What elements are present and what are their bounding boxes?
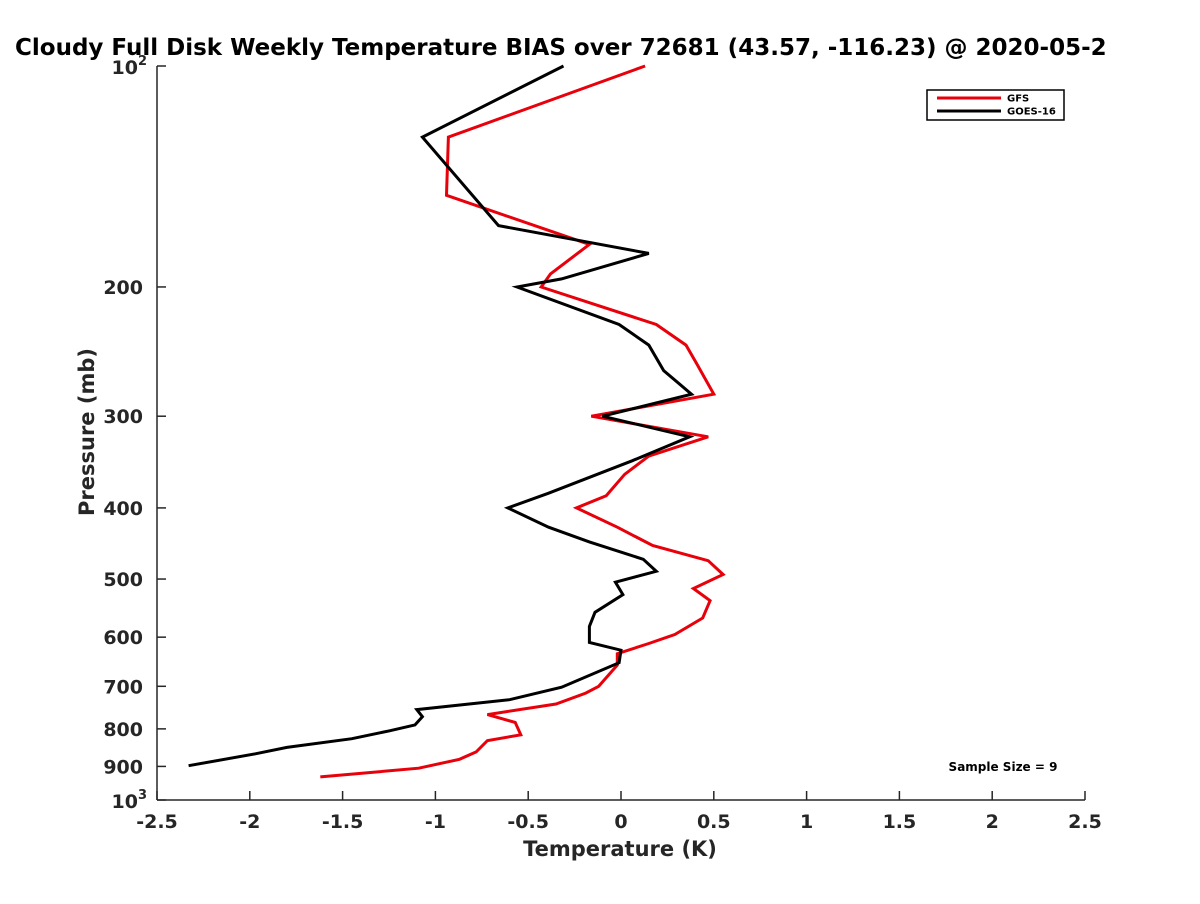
x-tick-label: -1.5 [322,811,364,833]
legend-label: GFS [1007,94,1029,105]
x-tick-label: 2.5 [1068,811,1102,833]
sample-size-annotation: Sample Size = 9 [949,760,1058,774]
y-tick-label: 900 [103,756,143,778]
y-tick-exponent: 3 [138,788,147,803]
series-lines [188,64,726,779]
y-tick-label: 800 [103,719,143,741]
x-tick-label: -1 [425,811,446,833]
x-tick-label: -2.5 [136,811,178,833]
y-tick-label: 400 [103,498,143,520]
axes: -2.5 -2 -1.5 -1 -0.5 0 0.5 1 1.5 2 2.510 2200300400… [103,54,1102,833]
y-tick-label: 10 [112,791,138,813]
y-tick-label: 300 [103,406,143,428]
chart-title: Cloudy Full Disk Weekly Temperature BIAS… [15,35,1107,61]
x-tick-label: -0.5 [507,811,549,833]
y-axis-label: Pressure (mb) [75,348,99,516]
y-tick-label: 600 [103,627,143,649]
series-line-goes-16 [188,64,695,768]
y-tick-label: 700 [103,676,143,698]
x-tick-label: 2 [986,811,999,833]
series-line-gfs [320,64,726,779]
legend-label: GOES-16 [1007,107,1056,118]
x-tick-label: 1 [800,811,813,833]
x-tick-label: 0 [614,811,627,833]
x-tick-label: 0.5 [697,811,731,833]
legend: GFS GOES-16 [926,89,1065,121]
x-tick-label: 1.5 [883,811,917,833]
y-tick-label: 200 [103,277,143,299]
y-tick-label: 500 [103,569,143,591]
x-tick-label: -2 [239,811,260,833]
legend-box [926,89,1065,121]
y-tick-exponent: 2 [138,54,147,69]
y-tick-label: 10 [112,57,138,79]
x-axis-label: Temperature (K) [523,837,717,861]
